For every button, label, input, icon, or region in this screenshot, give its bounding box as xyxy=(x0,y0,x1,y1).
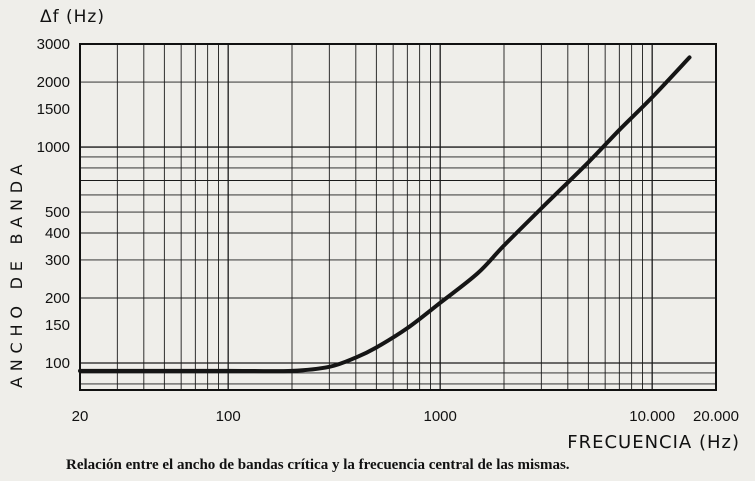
x-tick-label: 10.000 xyxy=(629,408,675,425)
x-tick-label: 100 xyxy=(216,408,241,425)
figure-caption: Relación entre el ancho de bandas crític… xyxy=(66,457,570,473)
y-tick-label: 200 xyxy=(45,290,70,307)
y-tick-label: 100 xyxy=(45,355,70,372)
y-tick-label: 150 xyxy=(45,317,70,334)
x-tick-label: 20.000 xyxy=(693,408,739,425)
y-tick-label: 3000 xyxy=(37,36,70,53)
x-axis-title: FRECUENCIA (Hz) xyxy=(567,432,740,453)
y-tick-label: 300 xyxy=(45,252,70,269)
y-tick-labels: 100 150 200 300 400 500 1000 1500 2000 3000 xyxy=(37,36,70,372)
critical-bandwidth-curve xyxy=(78,55,692,374)
y-tick-label: 500 xyxy=(45,204,70,221)
x-tick-labels: 20 100 1000 10.000 20.000 xyxy=(72,408,739,425)
y-tick-label: 1000 xyxy=(37,139,70,156)
y-axis-unit-label: Δf (Hz) xyxy=(40,7,105,27)
plot-frame xyxy=(79,43,717,391)
critical-bandwidth-chart: 20 100 1000 10.000 20.000 100 150 200 300 400 500… xyxy=(7,7,740,453)
y-tick-label: 2000 xyxy=(37,74,70,91)
y-tick-label: 1500 xyxy=(37,101,70,118)
y-tick-label: 400 xyxy=(45,225,70,242)
series-layer xyxy=(78,55,692,374)
x-tick-label: 20 xyxy=(72,408,89,425)
vertical-gridlines xyxy=(79,44,717,390)
x-tick-label: 1000 xyxy=(423,408,456,425)
y-axis-title: ANCHO DE BANDA xyxy=(7,159,26,388)
